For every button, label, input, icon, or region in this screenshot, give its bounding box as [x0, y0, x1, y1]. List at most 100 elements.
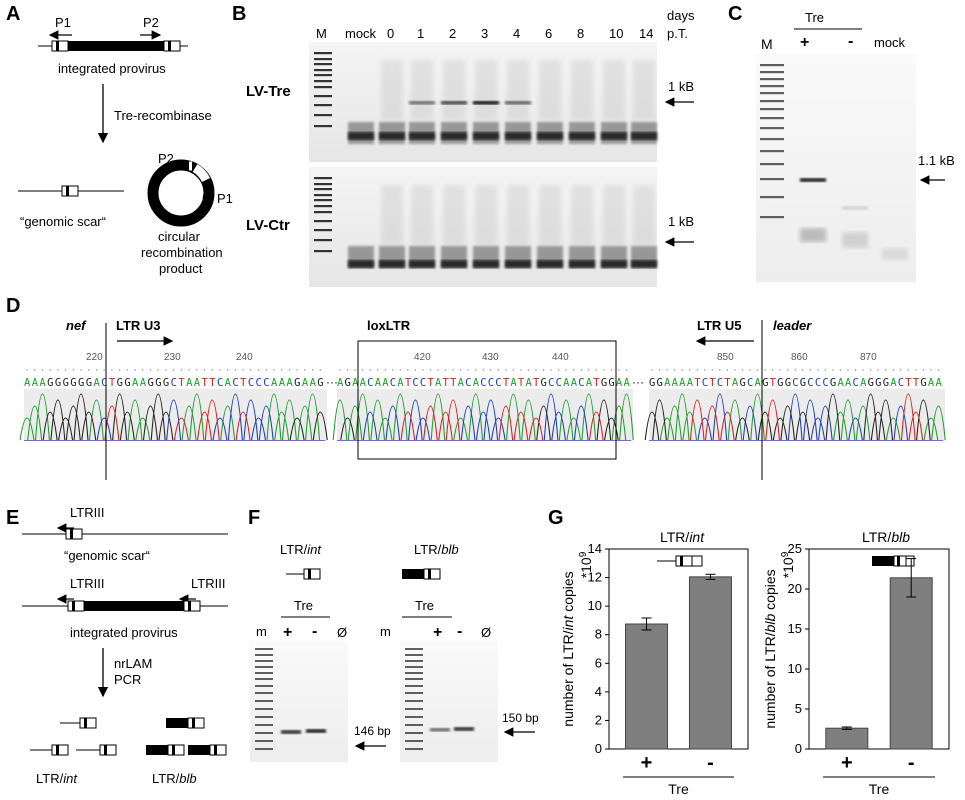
scar-ltr-box — [61, 185, 79, 197]
panel-label-b: B — [232, 3, 246, 25]
y-tick-label: 20 — [788, 581, 802, 596]
loxltr-box — [357, 340, 617, 460]
base-C: C — [807, 377, 813, 389]
base-C: C — [412, 377, 418, 389]
base-A: A — [687, 377, 694, 389]
base-C: C — [702, 377, 708, 389]
base-C: C — [747, 377, 753, 389]
base-A: A — [525, 377, 532, 389]
tre-label: Tre — [805, 10, 824, 25]
base-C: C — [578, 377, 584, 389]
f-lane-plus-2: + — [433, 624, 442, 641]
y-tick-label: 12 — [588, 570, 602, 585]
base-A: A — [458, 377, 465, 389]
base-G: G — [70, 377, 76, 389]
ltr-int-label: LTR/int — [36, 771, 78, 786]
days-label: days — [667, 8, 695, 23]
day-lane-10: 10 — [609, 26, 623, 41]
base-T: T — [503, 377, 510, 389]
base-C: C — [488, 377, 494, 389]
y-tick-label: 10 — [788, 661, 802, 676]
base-A: A — [225, 377, 232, 389]
base-G: G — [155, 377, 161, 389]
base-C: C — [248, 377, 254, 389]
g-title-blb: LTR/blb — [862, 529, 910, 545]
chart-frame — [608, 548, 749, 750]
base-A: A — [337, 377, 344, 389]
base-A: A — [132, 377, 139, 389]
leader-label: leader — [773, 318, 812, 333]
panel-a-diagram: P1 P2 integrated provirus Tre-recombinas… — [18, 15, 233, 276]
scar-ltr-e — [65, 528, 83, 540]
base-A: A — [845, 377, 852, 389]
base-C: C — [420, 377, 426, 389]
ltr-box-right — [163, 40, 181, 52]
f-tre-2: Tre — [415, 598, 434, 613]
base-A: A — [473, 377, 480, 389]
base-G: G — [883, 377, 889, 389]
tick-420: 420 — [414, 352, 431, 363]
circular-label-3: product — [159, 261, 203, 276]
base-T: T — [518, 377, 525, 389]
size-label-1kb-top: 1 kB — [668, 79, 694, 94]
base-C: C — [256, 377, 262, 389]
ltriii-left-label: LTRIII — [70, 576, 104, 591]
f-lane-minus-1: - — [312, 623, 317, 640]
f-lane-minus-2: - — [457, 623, 462, 640]
base-C: C — [898, 377, 904, 389]
panel-f-gels: LTR/int LTR/blb Tre Tre m + - Ø m + - Ø … — [250, 542, 539, 762]
f-lane-m-2: m — [380, 624, 391, 639]
base-G: G — [124, 377, 130, 389]
base-G: G — [830, 377, 836, 389]
base-G: G — [47, 377, 53, 389]
tick-230: 230 — [164, 352, 181, 363]
panel-label-d: D — [6, 295, 20, 317]
day-lane-4: 4 — [513, 26, 520, 41]
bar-minus — [889, 577, 933, 750]
y-tick-label: 15 — [788, 621, 802, 636]
size-146bp: 146 bp — [354, 724, 391, 738]
tick-240: 240 — [236, 352, 253, 363]
f-lane-m-1: m — [256, 624, 267, 639]
base-C: C — [853, 377, 859, 389]
base-A: A — [194, 377, 201, 389]
y-axis-label: number of LTR/blb copies — [762, 569, 778, 728]
day-lane-1: 1 — [417, 26, 424, 41]
base-G: G — [608, 377, 614, 389]
base-A: A — [93, 377, 100, 389]
ltriii-right-label: LTRIII — [191, 576, 225, 591]
lane-plus: + — [800, 34, 809, 51]
base-A: A — [571, 377, 578, 389]
panel-label-g: G — [548, 507, 564, 529]
y-tick-label: 25 — [788, 541, 802, 556]
f-lane-empty-2: Ø — [481, 625, 491, 640]
base-C: C — [495, 377, 501, 389]
tick-440: 440 — [552, 352, 569, 363]
integrated-provirus-e: integrated provirus — [70, 625, 178, 640]
base-G: G — [147, 377, 153, 389]
base-A: A — [755, 377, 762, 389]
integrated-provirus-label: integrated provirus — [58, 61, 166, 76]
base-A: A — [382, 377, 389, 389]
base-T: T — [405, 377, 412, 389]
base-A: A — [563, 377, 570, 389]
base-C: C — [792, 377, 798, 389]
pcr-label: PCR — [114, 672, 141, 687]
lane-mock: mock — [874, 35, 906, 50]
pt-label: p.T. — [667, 26, 688, 41]
base-G: G — [920, 377, 926, 389]
size-label-1-1kb: 1.1 kB — [918, 153, 955, 168]
x-category-label: + — [641, 752, 653, 774]
nrlam-label: nrLAM — [114, 656, 152, 671]
base-A: A — [435, 377, 442, 389]
base-T: T — [450, 377, 457, 389]
base-G: G — [875, 377, 881, 389]
row-label-lv-tre: LV-Tre — [246, 83, 291, 100]
base-C: C — [717, 377, 723, 389]
panel-g-charts: LTR/int LTR/blb 0 2 4 6 8 10 12 14 + - Tre number o… — [560, 529, 950, 797]
circle-p2-label: P2 — [158, 151, 174, 166]
panel-e-diagram: LTRIII “genomic scar“ LTRIII LTRIII inte… — [22, 505, 228, 786]
base-C: C — [556, 377, 562, 389]
base-C: C — [822, 377, 828, 389]
